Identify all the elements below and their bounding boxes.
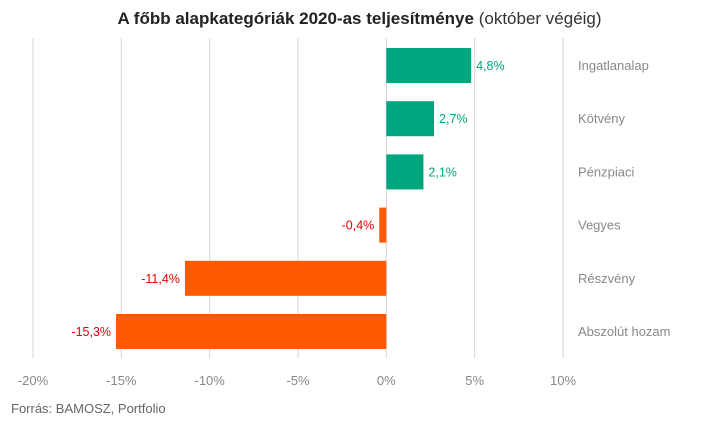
x-tick-label: 10%: [550, 373, 576, 388]
category-label: Ingatlanalap: [578, 58, 649, 73]
value-labels: 4,8% 2,7% 2,1% -0,4% -11,4% -15,3%: [71, 59, 504, 339]
bar-részvény: [184, 260, 387, 296]
bar-vegyes: [379, 207, 387, 243]
x-axis-tick-labels: -20% -15% -10% -5% 0% 5% 10%: [18, 373, 577, 388]
chart-title-main: A főbb alapkategóriák 2020-as teljesítmé…: [117, 9, 474, 28]
value-label: 2,7%: [439, 112, 468, 126]
bar-kötvény: [386, 101, 435, 137]
chart-title: A főbb alapkategóriák 2020-as teljesítmé…: [0, 9, 719, 29]
bar-ingatlanalap: [386, 48, 472, 83]
category-label: Kötvény: [578, 111, 625, 126]
source-note: Forrás: BAMOSZ, Portfolio: [11, 401, 166, 416]
value-label: -15,3%: [71, 325, 111, 339]
x-tick-label: 5%: [465, 373, 484, 388]
category-label: Pénzpiaci: [578, 164, 634, 179]
value-label: 4,8%: [476, 59, 505, 73]
x-tick-label: -15%: [106, 373, 137, 388]
category-label: Abszolút hozam: [578, 324, 671, 339]
category-label: Vegyes: [578, 218, 621, 233]
x-tick-label: -10%: [194, 373, 225, 388]
value-label: 2,1%: [428, 165, 457, 179]
bar-pénzpiaci: [386, 154, 424, 190]
chart-title-subtitle: (október végéig): [478, 9, 602, 28]
bar-abszolút-hozam: [116, 314, 387, 349]
category-labels: Ingatlanalap Kötvény Pénzpiaci Vegyes Részvé…: [578, 58, 671, 339]
value-label: -0,4%: [342, 219, 375, 233]
x-tick-label: -5%: [286, 373, 310, 388]
category-label: Részvény: [578, 271, 636, 286]
value-label: -11,4%: [141, 272, 180, 286]
x-tick-label: -20%: [18, 373, 49, 388]
x-tick-label: 0%: [377, 373, 396, 388]
grid-lines: [32, 38, 564, 358]
bars: [116, 48, 472, 349]
